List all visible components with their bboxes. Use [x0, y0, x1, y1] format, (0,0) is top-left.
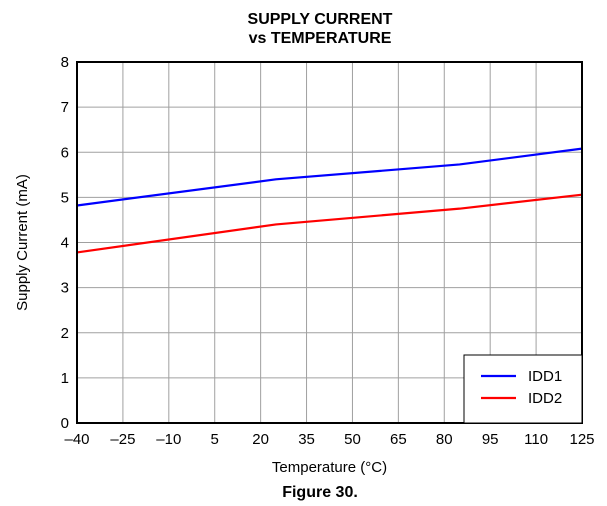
figure-caption: Figure 30. [282, 484, 358, 501]
series-line-idd2 [76, 193, 583, 254]
y-tick-label: 4 [61, 235, 69, 252]
x-tick-label: 35 [298, 431, 315, 448]
chart-subtitle: vs TEMPERATURE [249, 30, 392, 47]
x-tick-label: –40 [64, 431, 89, 448]
y-tick-label: 0 [61, 415, 69, 432]
legend: IDD1 IDD2 [463, 354, 583, 424]
x-tick-label: 65 [390, 431, 407, 448]
legend-box [463, 354, 583, 424]
series-lines [76, 147, 583, 254]
x-tick-labels: –40 –25 –10 5 20 35 50 65 80 95 110 125 [64, 431, 594, 448]
x-axis-label: Temperature (°C) [272, 459, 387, 476]
x-tick-label: 80 [436, 431, 453, 448]
y-tick-label: 5 [61, 189, 69, 206]
x-tick-label: –10 [156, 431, 181, 448]
x-tick-label: 50 [344, 431, 361, 448]
y-tick-label: 8 [61, 54, 69, 71]
y-tick-label: 6 [61, 144, 69, 161]
legend-label: IDD1 [528, 368, 562, 385]
series-line-idd1 [76, 147, 583, 207]
x-tick-label: 20 [252, 431, 269, 448]
x-tick-label: 110 [524, 431, 548, 448]
x-tick-label: 125 [569, 431, 594, 448]
x-tick-label: 5 [211, 431, 219, 448]
y-tick-label: 3 [61, 280, 69, 297]
legend-label: IDD2 [528, 390, 562, 407]
y-tick-label: 7 [61, 99, 69, 116]
x-tick-label: 95 [482, 431, 499, 448]
chart-title: SUPPLY CURRENT [248, 11, 393, 28]
x-tick-label: –25 [110, 431, 135, 448]
y-tick-labels: 0 1 2 3 4 5 6 7 8 [61, 54, 69, 432]
y-axis-label: Supply Current (mA) [14, 174, 31, 311]
y-tick-label: 1 [61, 370, 69, 387]
plot-area-frame [76, 61, 583, 424]
y-tick-label: 2 [61, 325, 69, 342]
